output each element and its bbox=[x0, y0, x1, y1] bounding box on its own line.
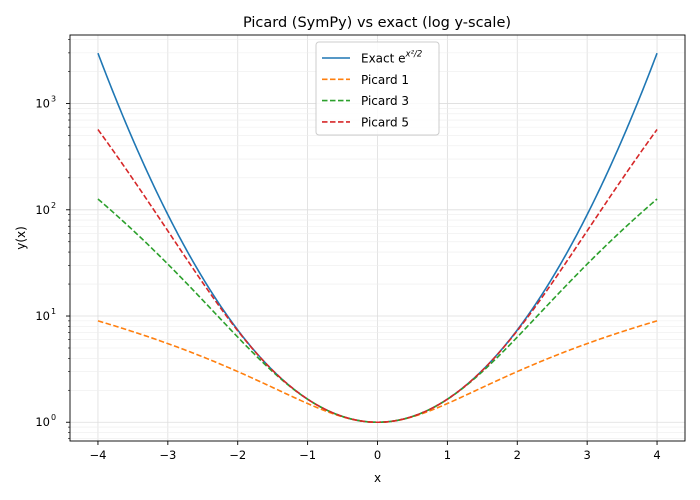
x-tick-label: 2 bbox=[514, 448, 521, 462]
y-axis-label: y(x) bbox=[14, 226, 28, 250]
y-tick-base: 10 bbox=[35, 309, 50, 323]
x-axis-label: x bbox=[374, 471, 381, 485]
x-tick-label: 3 bbox=[583, 448, 590, 462]
legend-label-superscript: x²/2 bbox=[405, 50, 423, 60]
x-tick-label: −3 bbox=[159, 448, 176, 462]
x-tick-label: −2 bbox=[229, 448, 246, 462]
y-tick-exponent: 3 bbox=[51, 95, 56, 104]
legend-box bbox=[315, 41, 440, 136]
x-tick-label: 1 bbox=[444, 448, 451, 462]
legend-label: Picard 1 bbox=[361, 73, 409, 87]
x-tick-label: 0 bbox=[374, 448, 381, 462]
legend: Exact ex²/2 Picard 1 Picard 3 Picard 5 bbox=[315, 41, 440, 136]
legend-label-text: Picard 3 bbox=[361, 94, 409, 108]
legend-label: Picard 3 bbox=[361, 94, 409, 108]
legend-label-text: Exact e bbox=[361, 52, 406, 66]
y-tick-label: 10 bbox=[35, 203, 50, 217]
y-tick-exponent: 0 bbox=[51, 413, 56, 422]
y-tick-label: 10 bbox=[35, 415, 50, 429]
legend-label: Picard 5 bbox=[361, 115, 409, 129]
y-tick-exponent: 2 bbox=[51, 201, 56, 210]
legend-label-text: Picard 1 bbox=[361, 73, 409, 87]
y-tick-label: 10 bbox=[35, 309, 50, 323]
y-tick-exponent: 1 bbox=[51, 307, 56, 316]
grid bbox=[70, 35, 685, 441]
chart-title: Picard (SymPy) vs exact (log y-scale) bbox=[243, 15, 511, 31]
x-tick-label: −1 bbox=[299, 448, 316, 462]
legend-label: Exact ex²/2 bbox=[361, 50, 422, 66]
series-line-picard-5 bbox=[97, 129, 658, 424]
x-tick-label: −4 bbox=[89, 448, 106, 462]
x-tick-label: 4 bbox=[653, 448, 660, 462]
legend-label-text: Picard 5 bbox=[361, 115, 409, 129]
y-tick-base: 10 bbox=[35, 203, 50, 217]
y-tick-base: 10 bbox=[35, 415, 50, 429]
y-tick-label: 10 bbox=[35, 97, 50, 111]
y-tick-base: 10 bbox=[35, 97, 50, 111]
series-lines bbox=[97, 52, 658, 424]
